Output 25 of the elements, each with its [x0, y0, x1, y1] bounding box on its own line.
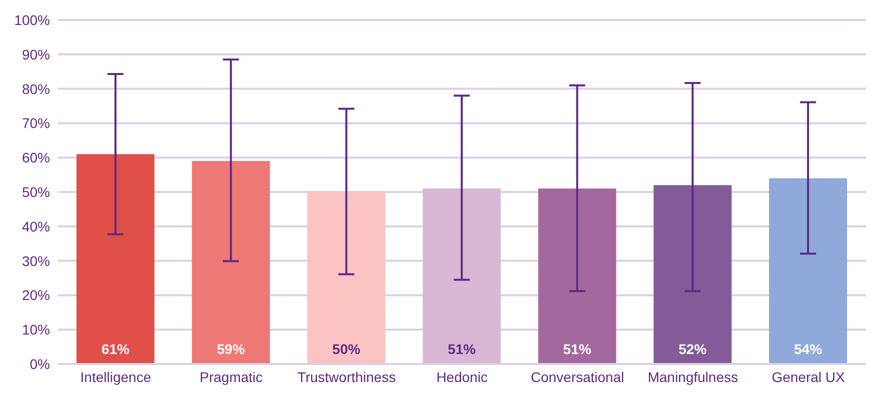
x-tick-label: Maningfulness [648, 368, 738, 385]
y-tick-label: 70% [22, 115, 50, 132]
y-tick-label: 0% [30, 356, 50, 372]
y-tick-label: 50% [22, 184, 50, 200]
data-label: 54% [794, 341, 823, 357]
data-label: 52% [678, 341, 708, 357]
y-tick-label: 40% [22, 218, 50, 234]
data-label: 51% [448, 341, 476, 357]
y-tick-label: 100% [14, 12, 50, 28]
data-label: 50% [332, 341, 361, 357]
y-tick-label: 10% [22, 322, 50, 338]
y-tick-label: 60% [22, 150, 50, 166]
x-tick-label: Trustworthiness [297, 368, 396, 385]
y-tick-label: 90% [22, 46, 50, 62]
y-tick-label: 30% [22, 252, 50, 269]
y-tick-label: 80% [22, 80, 50, 97]
x-tick-label: Conversational [530, 368, 624, 385]
data-label: 51% [563, 341, 592, 357]
data-label: 61% [101, 341, 130, 357]
data-label: 59% [216, 341, 246, 357]
y-tick-label: 20% [22, 287, 50, 304]
x-tick-label: Hedonic [436, 368, 488, 385]
x-tick-label: Intelligence [80, 368, 152, 385]
x-tick-label: General UX [772, 368, 846, 385]
x-tick-label: Pragmatic [200, 368, 263, 385]
